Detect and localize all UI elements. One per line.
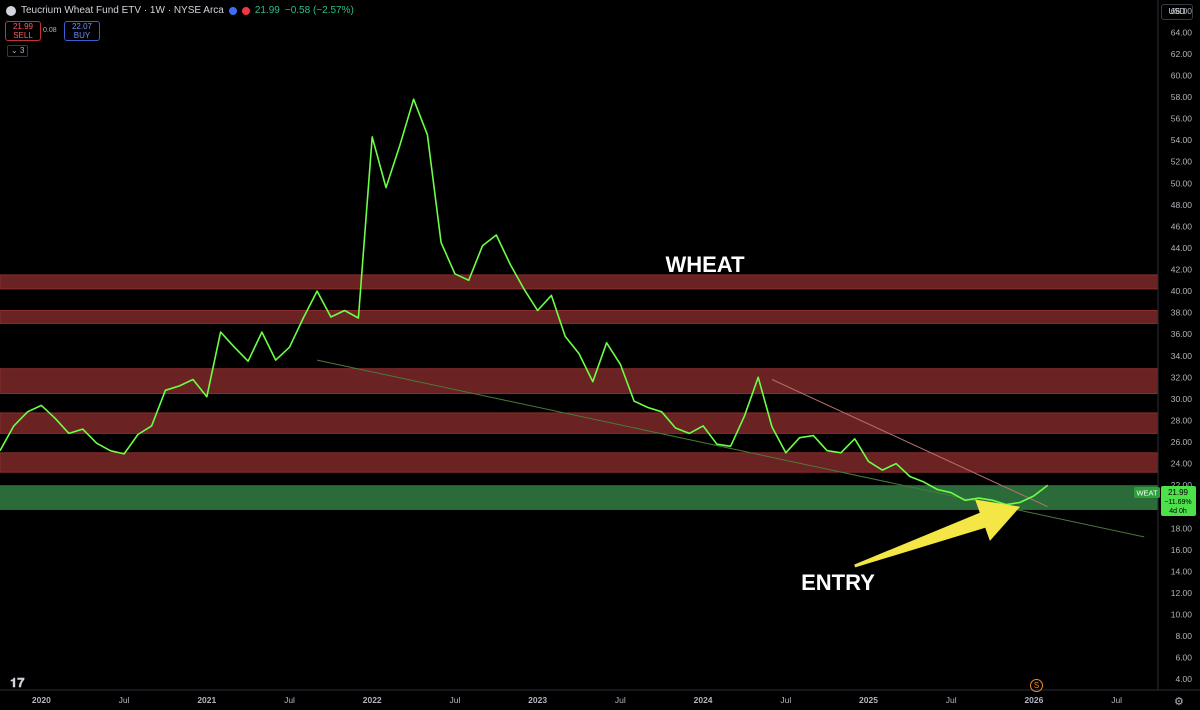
y-tick-label: 50.00 bbox=[1171, 178, 1193, 188]
y-tick-label: 36.00 bbox=[1171, 329, 1193, 339]
x-tick-label: 2025 bbox=[859, 695, 878, 705]
y-tick-label: 4.00 bbox=[1175, 674, 1192, 684]
y-tick-label: 44.00 bbox=[1171, 243, 1193, 253]
y-tick-label: 52.00 bbox=[1171, 157, 1193, 167]
y-tick-label: 48.00 bbox=[1171, 200, 1193, 210]
y-tick-label: 34.00 bbox=[1171, 351, 1193, 361]
x-tick-label: Jul bbox=[449, 695, 460, 705]
y-tick-label: 16.00 bbox=[1171, 545, 1193, 555]
price-tag-change: −11.69% bbox=[1164, 499, 1191, 506]
y-tick-label: 66.00 bbox=[1171, 6, 1193, 16]
y-tick-label: 30.00 bbox=[1171, 394, 1193, 404]
buy-button[interactable]: 22.07 BUY bbox=[64, 21, 100, 41]
price-tag-countdown: 4d 0h bbox=[1169, 508, 1187, 515]
y-tick-label: 28.00 bbox=[1171, 415, 1193, 425]
y-tick-label: 64.00 bbox=[1171, 27, 1193, 37]
y-tick-label: 24.00 bbox=[1171, 459, 1193, 469]
x-tick-label: 2021 bbox=[197, 695, 216, 705]
y-tick-label: 42.00 bbox=[1171, 265, 1193, 275]
x-tick-label: 2022 bbox=[363, 695, 382, 705]
entry-label: ENTRY bbox=[801, 570, 875, 595]
resistance-zone bbox=[0, 274, 1159, 290]
x-tick-label: 2026 bbox=[1024, 695, 1043, 705]
price-tag-value: 21.99 bbox=[1168, 488, 1189, 497]
currency-selector[interactable]: USD bbox=[1161, 4, 1193, 20]
y-tick-label: 40.00 bbox=[1171, 286, 1193, 296]
symbol-header[interactable]: Teucrium Wheat Fund ETV · 1W · NYSE Arca… bbox=[6, 5, 354, 16]
x-tick-label: 2023 bbox=[528, 695, 547, 705]
indicators-count: 3 bbox=[19, 46, 25, 55]
indicators-toggle[interactable]: ⌄ 3 bbox=[7, 45, 29, 57]
gear-icon[interactable]: ⚙ bbox=[1174, 696, 1184, 708]
y-tick-label: 54.00 bbox=[1171, 135, 1193, 145]
ticker-tag: WEAT bbox=[1136, 489, 1158, 498]
x-tick-label: Jul bbox=[284, 695, 295, 705]
price-tag-bg bbox=[1161, 486, 1196, 516]
y-tick-label: 18.00 bbox=[1171, 523, 1193, 533]
resistance-zone bbox=[0, 310, 1159, 324]
y-tick-label: 32.00 bbox=[1171, 372, 1193, 382]
spread-value: 0.08 bbox=[43, 27, 57, 34]
trendline-upper bbox=[771, 379, 1048, 508]
price-change: −0.58 (−2.57%) bbox=[284, 5, 354, 16]
y-tick-label: 58.00 bbox=[1171, 92, 1193, 102]
series-line bbox=[0, 98, 1049, 506]
y-tick-label: 22.00 bbox=[1171, 480, 1193, 490]
x-tick-label: Jul bbox=[1111, 695, 1122, 705]
chevron-down-icon: ⌄ bbox=[11, 46, 18, 55]
y-tick-label: 12.00 bbox=[1171, 588, 1193, 598]
y-tick-label: 10.00 bbox=[1171, 610, 1193, 620]
symbol-title[interactable]: Teucrium Wheat Fund ETV · 1W · NYSE Arca bbox=[21, 5, 224, 16]
buy-label: BUY bbox=[73, 31, 91, 40]
sell-button[interactable]: 21.99 SELL bbox=[5, 21, 41, 41]
dividend-event-icon[interactable]: S bbox=[1030, 679, 1043, 692]
series-layer bbox=[0, 98, 1049, 506]
sell-price: 21.99 bbox=[12, 22, 34, 31]
support-zone bbox=[0, 485, 1158, 510]
y-tick-label: 60.00 bbox=[1171, 70, 1193, 80]
resistance-zone bbox=[0, 368, 1159, 395]
tradingview-logo-icon[interactable]: 𝟏𝟕 bbox=[10, 675, 25, 690]
y-tick-label: 8.00 bbox=[1175, 631, 1192, 641]
ticker-tag-bg bbox=[1134, 487, 1160, 498]
y-tick-label: 56.00 bbox=[1171, 114, 1193, 124]
x-tick-label: 2020 bbox=[32, 695, 51, 705]
zones-layer bbox=[0, 274, 1159, 510]
buy-price: 22.07 bbox=[71, 22, 93, 31]
entry-arrow bbox=[854, 499, 1021, 568]
market-closed-icon bbox=[228, 6, 237, 15]
market-status-icon bbox=[241, 6, 250, 15]
entry-arrow-layer bbox=[854, 499, 1021, 568]
y-tick-label: 46.00 bbox=[1171, 221, 1193, 231]
y-tick-label: 62.00 bbox=[1171, 49, 1193, 59]
resistance-zone bbox=[0, 452, 1159, 473]
wheat-title-label: WHEAT bbox=[665, 252, 745, 277]
price-tag: WEAT 21.99 −11.69% 4d 0h bbox=[1134, 486, 1196, 516]
y-tick-label: 26.00 bbox=[1171, 437, 1193, 447]
last-price: 21.99 bbox=[254, 5, 280, 16]
x-tick-label: Jul bbox=[615, 695, 626, 705]
x-tick-label: 2024 bbox=[694, 695, 713, 705]
y-tick-label: 6.00 bbox=[1175, 653, 1192, 663]
x-tick-label: Jul bbox=[946, 695, 957, 705]
symbol-logo-icon bbox=[6, 5, 16, 16]
y-tick-label: 38.00 bbox=[1171, 308, 1193, 318]
x-tick-label: Jul bbox=[780, 695, 791, 705]
sell-label: SELL bbox=[13, 31, 33, 40]
x-tick-label: Jul bbox=[119, 695, 130, 705]
y-tick-label: 14.00 bbox=[1171, 566, 1193, 576]
